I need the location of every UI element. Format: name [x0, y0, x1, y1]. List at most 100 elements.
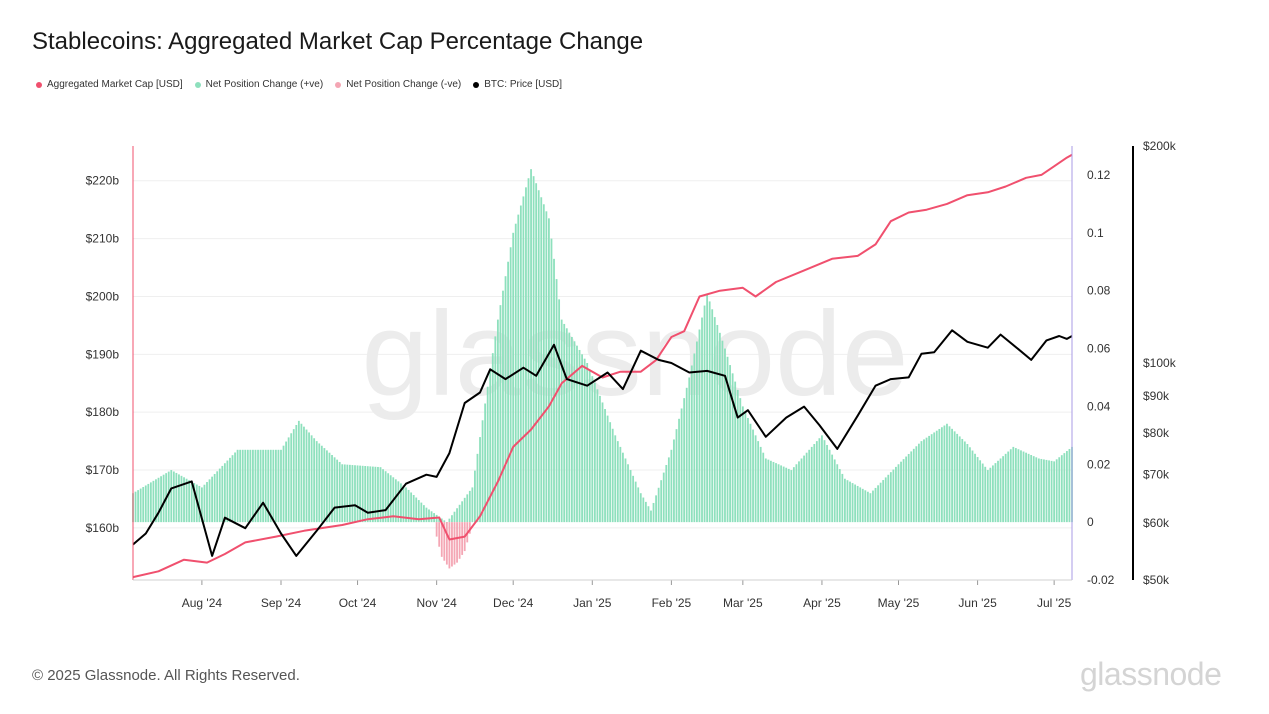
bar-positive	[208, 479, 211, 523]
bar-positive	[775, 463, 777, 523]
legend-dot-negative	[335, 81, 342, 88]
bar-positive	[782, 466, 785, 523]
x-tick-label: Oct '24	[339, 596, 377, 610]
bar-positive	[548, 218, 550, 523]
gridlines	[133, 180, 1072, 529]
bar-positive	[402, 485, 405, 523]
bar-positive	[1014, 448, 1017, 523]
bar-positive	[1004, 453, 1007, 523]
bar-positive	[981, 463, 984, 523]
bar-positive	[458, 504, 461, 523]
bar-positive	[892, 469, 895, 523]
bar-negative	[461, 522, 464, 555]
bar-positive	[1065, 451, 1068, 523]
bar-positive	[604, 409, 606, 523]
bar-positive	[565, 328, 568, 523]
bar-positive	[400, 483, 402, 523]
bar-positive	[226, 460, 229, 523]
bar-positive	[798, 461, 800, 523]
bar-positive	[364, 466, 367, 523]
copyright: © 2025 Glassnode. All Rights Reserved.	[32, 667, 300, 684]
bar-positive	[149, 482, 152, 523]
bar-positive	[147, 483, 150, 523]
bar-positive	[1007, 451, 1010, 523]
bar-positive	[1017, 449, 1020, 523]
x-tick-label: Mar '25	[723, 596, 763, 610]
y-left-tick-label: $200b	[86, 289, 120, 303]
bar-positive	[563, 323, 566, 523]
axes: $160b $170b $180b $190b $200b $210b $220b -0.02…	[86, 139, 1177, 610]
legend-item-btc[interactable]: BTC: Price [USD]	[473, 79, 562, 90]
legend-dot-market-cap	[36, 81, 42, 88]
bar-positive	[734, 381, 737, 523]
bar-positive	[703, 305, 706, 523]
bar-positive	[943, 425, 946, 523]
bar-positive	[1055, 459, 1058, 523]
bar-positive	[519, 205, 522, 523]
bar-positive	[680, 408, 683, 523]
bar-positive	[624, 458, 627, 523]
bar-positive	[747, 417, 749, 523]
bar-positive	[234, 452, 236, 523]
bar-positive	[887, 474, 890, 523]
bar-positive	[1058, 457, 1061, 523]
bar-positive	[389, 475, 392, 523]
bar-positive	[787, 468, 790, 523]
bar-positive	[777, 464, 780, 523]
legend-item-positive[interactable]: Net Position Change (+ve)	[194, 79, 323, 90]
bar-positive	[371, 466, 374, 523]
bar-positive	[864, 490, 867, 523]
bar-positive	[384, 471, 387, 523]
legend-item-market-cap[interactable]: Aggregated Market Cap [USD]	[36, 79, 183, 90]
bar-positive	[282, 445, 285, 523]
bar-positive	[479, 437, 481, 523]
y-right2-tick-label: $60k	[1143, 516, 1170, 530]
bar-positive	[767, 459, 770, 523]
legend-item-negative[interactable]: Net Position Change (-ve)	[335, 79, 461, 90]
bar-positive	[188, 480, 191, 523]
y-left-tick-label: $160b	[86, 521, 120, 535]
bar-positive	[716, 324, 719, 523]
bar-positive	[976, 457, 979, 523]
bar-positive	[507, 261, 509, 523]
bar-positive	[1063, 453, 1066, 523]
y-right1-tick-label: 0.02	[1087, 457, 1111, 471]
legend-dot-btc	[473, 81, 480, 88]
bar-positive	[466, 494, 469, 523]
bar-positive	[203, 484, 206, 523]
bar-positive	[537, 190, 540, 523]
bar-positive	[912, 448, 915, 523]
bar-positive	[984, 466, 987, 523]
bar-positive	[969, 447, 971, 523]
bar-positive	[999, 458, 1002, 523]
bar-positive	[185, 478, 188, 523]
bar-positive	[448, 518, 451, 523]
bar-positive	[685, 387, 688, 523]
bar-positive	[535, 183, 538, 523]
bar-positive	[713, 317, 716, 523]
bar-positive	[754, 435, 757, 523]
y-right1-tick-label: -0.02	[1087, 573, 1115, 587]
bar-negative	[438, 522, 441, 547]
bar-positive	[836, 464, 839, 523]
bar-positive	[456, 508, 458, 523]
bar-positive	[920, 441, 923, 523]
bar-positive	[420, 502, 423, 523]
bar-positive	[1068, 448, 1071, 523]
bar-positive	[1048, 460, 1050, 523]
bar-positive	[394, 479, 397, 523]
bar-positive	[650, 510, 652, 523]
bar-positive	[991, 465, 994, 523]
bar-positive	[295, 425, 298, 523]
bar-positive	[333, 457, 336, 523]
x-tick-label: Apr '25	[803, 596, 841, 610]
market-cap-line	[132, 153, 1073, 579]
bar-positive	[884, 477, 887, 523]
bar-positive	[1022, 451, 1025, 523]
bar-positive	[652, 502, 655, 523]
bar-positive	[762, 452, 765, 523]
bars-positive	[132, 169, 1073, 523]
bar-positive	[688, 377, 691, 523]
bar-positive	[741, 406, 744, 523]
